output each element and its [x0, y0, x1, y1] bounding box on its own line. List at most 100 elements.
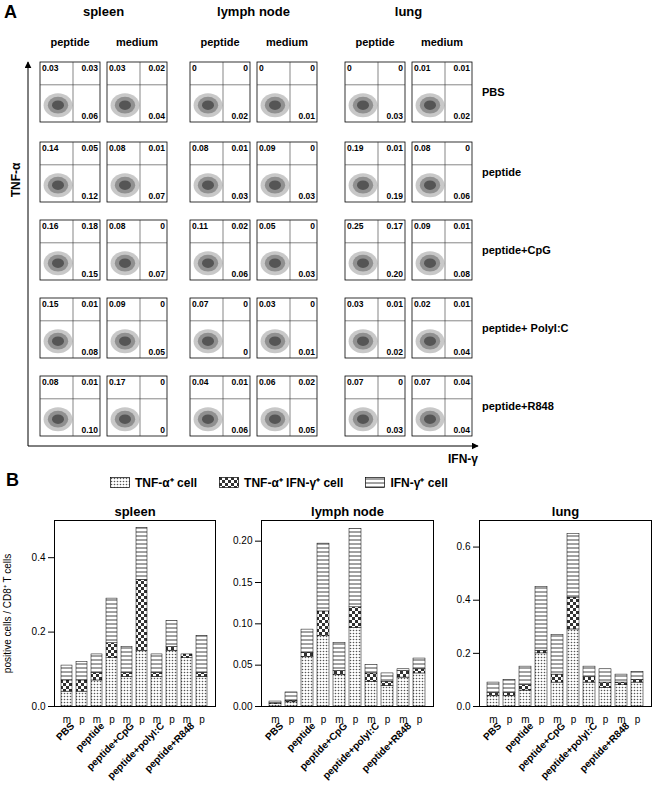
svg-text:peptide+CpG: peptide+CpG [482, 244, 551, 256]
svg-text:lymph node: lymph node [217, 4, 290, 19]
svg-text:0.02: 0.02 [231, 111, 248, 121]
svg-text:0.08: 0.08 [453, 269, 470, 279]
svg-text:0: 0 [310, 143, 315, 153]
svg-text:p: p [109, 714, 115, 725]
svg-text:peptide: peptide [482, 166, 521, 178]
svg-text:p: p [199, 714, 205, 725]
svg-text:medium: medium [116, 36, 158, 48]
svg-text:0.01: 0.01 [81, 377, 98, 387]
svg-text:PBS: PBS [482, 86, 505, 98]
svg-text:0: 0 [259, 63, 264, 73]
svg-text:0.09: 0.09 [414, 221, 431, 231]
svg-text:0.08: 0.08 [42, 377, 59, 387]
svg-text:PBS: PBS [54, 720, 77, 743]
svg-text:p: p [417, 714, 423, 725]
svg-text:0.16: 0.16 [42, 221, 59, 231]
svg-text:0: 0 [465, 143, 470, 153]
svg-text:peptide+R848: peptide+R848 [482, 400, 554, 412]
svg-text:0.19: 0.19 [386, 191, 403, 201]
svg-text:0.17: 0.17 [386, 221, 403, 231]
svg-text:0: 0 [398, 377, 403, 387]
svg-text:IFN-γ: IFN-γ [448, 452, 478, 466]
svg-text:medium: medium [266, 36, 308, 48]
svg-text:0.01: 0.01 [298, 111, 315, 121]
svg-text:0.03: 0.03 [347, 299, 364, 309]
svg-text:0: 0 [243, 63, 248, 73]
svg-text:0.02: 0.02 [298, 377, 315, 387]
svg-text:p: p [139, 714, 145, 725]
svg-text:0: 0 [192, 63, 197, 73]
svg-text:p: p [289, 714, 295, 725]
svg-text:0.10: 0.10 [233, 618, 253, 629]
svg-text:PBS: PBS [263, 720, 286, 743]
svg-text:0.02: 0.02 [414, 299, 431, 309]
svg-text:0.12: 0.12 [81, 191, 98, 201]
svg-text:0.08: 0.08 [109, 143, 126, 153]
svg-text:0.05: 0.05 [233, 659, 253, 670]
svg-text:peptide: peptide [355, 36, 394, 48]
svg-text:0: 0 [310, 299, 315, 309]
svg-text:0.15: 0.15 [81, 269, 98, 279]
svg-text:0.0: 0.0 [32, 701, 46, 712]
svg-text:p: p [353, 714, 359, 725]
svg-text:0.4: 0.4 [32, 552, 46, 563]
svg-text:peptide+R848: peptide+R848 [359, 720, 413, 774]
svg-text:0: 0 [310, 221, 315, 231]
svg-text:0.05: 0.05 [81, 143, 98, 153]
svg-text:peptide+ PolyI:C: peptide+ PolyI:C [482, 322, 569, 334]
svg-text:p: p [507, 714, 513, 725]
svg-text:0.20: 0.20 [386, 269, 403, 279]
svg-text:0.01: 0.01 [298, 347, 315, 357]
svg-text:0.18: 0.18 [81, 221, 98, 231]
svg-text:0.02: 0.02 [231, 221, 248, 231]
svg-text:0.07: 0.07 [192, 299, 209, 309]
svg-text:0.06: 0.06 [81, 111, 98, 121]
svg-text:0.01: 0.01 [453, 299, 470, 309]
svg-text:p: p [603, 714, 609, 725]
svg-text:0.0: 0.0 [457, 701, 471, 712]
svg-text:0: 0 [160, 425, 165, 435]
svg-text:0.20: 0.20 [233, 535, 253, 546]
svg-text:0.15: 0.15 [233, 577, 253, 588]
svg-text:p: p [79, 714, 85, 725]
svg-text:0.09: 0.09 [259, 143, 276, 153]
svg-text:0: 0 [243, 299, 248, 309]
svg-text:p: p [169, 714, 175, 725]
svg-text:p: p [539, 714, 545, 725]
svg-text:0: 0 [243, 347, 248, 357]
svg-text:spleen: spleen [114, 504, 155, 519]
svg-text:p: p [571, 714, 577, 725]
svg-text:0.07: 0.07 [148, 191, 165, 201]
svg-text:lymph node: lymph node [311, 504, 384, 519]
svg-text:0: 0 [160, 221, 165, 231]
svg-text:0.04: 0.04 [453, 347, 470, 357]
svg-text:peptide+polyI:C: peptide+polyI:C [538, 720, 599, 781]
svg-text:0.06: 0.06 [231, 269, 248, 279]
svg-text:0.04: 0.04 [148, 111, 165, 121]
svg-text:p: p [635, 714, 641, 725]
svg-text:0.03: 0.03 [81, 63, 98, 73]
svg-text:0.02: 0.02 [453, 111, 470, 121]
svg-text:positive cells / CD8⁺ T cells: positive cells / CD8⁺ T cells [2, 554, 13, 673]
svg-text:lung: lung [395, 4, 422, 19]
svg-text:0.03: 0.03 [259, 299, 276, 309]
svg-text:0: 0 [310, 63, 315, 73]
svg-text:PBS: PBS [481, 720, 504, 743]
svg-text:0.06: 0.06 [259, 377, 276, 387]
svg-text:0.15: 0.15 [42, 299, 59, 309]
svg-text:0.01: 0.01 [453, 63, 470, 73]
svg-text:p: p [321, 714, 327, 725]
svg-text:TNF-α: TNF-α [9, 162, 23, 197]
svg-text:0.07: 0.07 [414, 377, 431, 387]
svg-text:peptide+R848: peptide+R848 [577, 720, 631, 774]
svg-text:0.08: 0.08 [192, 143, 209, 153]
svg-text:0.4: 0.4 [457, 594, 471, 605]
svg-text:0.6: 0.6 [457, 541, 471, 552]
svg-text:peptide: peptide [50, 36, 89, 48]
svg-text:0.02: 0.02 [148, 63, 165, 73]
svg-text:0.03: 0.03 [298, 191, 315, 201]
svg-text:0.04: 0.04 [453, 425, 470, 435]
svg-text:0.03: 0.03 [298, 269, 315, 279]
svg-text:medium: medium [421, 36, 463, 48]
svg-text:0.03: 0.03 [231, 191, 248, 201]
